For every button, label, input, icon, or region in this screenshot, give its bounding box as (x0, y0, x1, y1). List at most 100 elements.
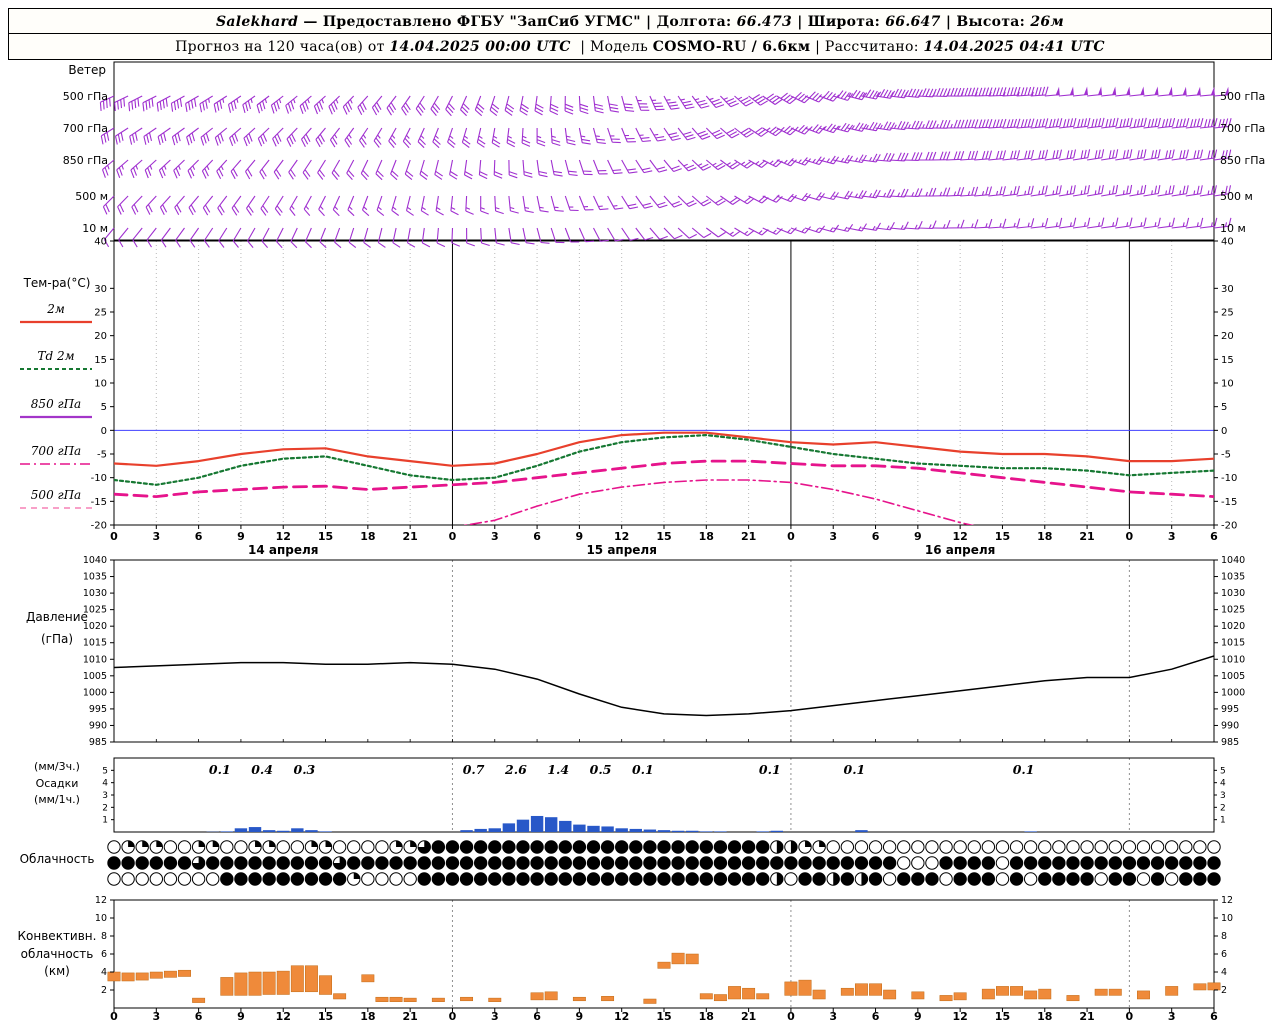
svg-text:21: 21 (1079, 1010, 1094, 1023)
svg-text:40: 40 (94, 237, 107, 248)
calc-time: 14.04.2025 04:41 UTC (923, 38, 1105, 55)
legend-entry-t2m: 2м (8, 303, 104, 326)
svg-text:1035: 1035 (83, 572, 107, 583)
svg-text:18: 18 (1037, 1010, 1052, 1023)
svg-text:3: 3 (491, 1010, 499, 1023)
precip-1h-label: (мм/1ч.) (34, 793, 80, 806)
svg-text:5: 5 (102, 766, 108, 776)
svg-text:2: 2 (102, 803, 108, 813)
svg-text:-5: -5 (1221, 450, 1231, 461)
svg-text:18: 18 (360, 530, 375, 543)
altitude-label: Высота: (956, 13, 1031, 30)
legend-line-sample (20, 463, 92, 465)
svg-text:3: 3 (1168, 1010, 1176, 1023)
svg-text:700 гПа: 700 гПа (63, 122, 108, 135)
svg-text:30: 30 (1221, 284, 1234, 295)
svg-text:1025: 1025 (83, 605, 107, 616)
svg-text:0: 0 (1126, 1010, 1134, 1023)
svg-text:0.3: 0.3 (294, 762, 316, 777)
svg-text:1010: 1010 (1221, 654, 1245, 665)
svg-text:3: 3 (152, 530, 160, 543)
svg-text:25: 25 (94, 308, 107, 319)
svg-text:9: 9 (237, 1010, 245, 1023)
svg-text:9: 9 (914, 1010, 922, 1023)
svg-text:8: 8 (1221, 931, 1227, 942)
svg-text:6: 6 (533, 530, 541, 543)
svg-text:20: 20 (1221, 331, 1234, 342)
svg-text:500 гПа: 500 гПа (1220, 90, 1265, 103)
svg-text:12: 12 (276, 1010, 291, 1023)
svg-text:0: 0 (110, 530, 118, 543)
svg-text:995: 995 (89, 704, 107, 715)
svg-text:25: 25 (1221, 308, 1234, 319)
init-time: 14.04.2025 00:00 UTC (389, 38, 571, 55)
svg-text:500 м: 500 м (1220, 190, 1253, 203)
svg-text:6: 6 (101, 949, 107, 960)
svg-text:1030: 1030 (83, 588, 107, 599)
svg-text:0: 0 (449, 530, 457, 543)
svg-text:4: 4 (1221, 967, 1227, 978)
svg-text:6: 6 (533, 1010, 541, 1023)
legend-label: 850 гПа (30, 397, 82, 411)
legend-entry-t500: 500 гПа (8, 489, 104, 512)
svg-text:6: 6 (1210, 530, 1218, 543)
convective-unit-label: (км) (44, 964, 70, 978)
legend-line-sample (20, 320, 92, 324)
svg-text:0: 0 (449, 1010, 457, 1023)
legend-line-sample (20, 415, 92, 419)
svg-text:3: 3 (102, 791, 108, 801)
svg-text:15: 15 (656, 1010, 671, 1023)
svg-text:10: 10 (1221, 913, 1233, 924)
svg-text:3: 3 (152, 1010, 160, 1023)
svg-text:-20: -20 (1221, 521, 1237, 532)
svg-text:6: 6 (1221, 949, 1227, 960)
svg-text:0: 0 (787, 1010, 795, 1023)
legend-line-sample (20, 368, 92, 370)
svg-text:2: 2 (101, 985, 107, 996)
svg-text:15 апреля: 15 апреля (586, 543, 657, 557)
svg-text:6: 6 (195, 1010, 203, 1023)
svg-text:1: 1 (1220, 816, 1226, 826)
svg-text:9: 9 (914, 530, 922, 543)
svg-text:12: 12 (276, 530, 291, 543)
svg-text:-5: -5 (97, 450, 107, 461)
svg-text:0.5: 0.5 (590, 762, 612, 777)
altitude-value: 26м (1030, 13, 1065, 30)
svg-text:30: 30 (94, 284, 107, 295)
svg-text:1035: 1035 (1221, 572, 1245, 583)
svg-text:21: 21 (1079, 530, 1094, 543)
svg-text:12: 12 (614, 1010, 629, 1023)
longitude-label: Долгота: (656, 13, 737, 30)
pressure-unit-label: (гПа) (40, 632, 74, 646)
svg-text:1030: 1030 (1221, 588, 1245, 599)
svg-text:1015: 1015 (1221, 638, 1245, 649)
svg-text:2: 2 (1220, 803, 1226, 813)
svg-text:12: 12 (614, 530, 629, 543)
svg-text:-10: -10 (91, 473, 107, 484)
svg-text:10: 10 (95, 913, 107, 924)
svg-text:0: 0 (101, 426, 107, 437)
svg-text:-15: -15 (1221, 497, 1237, 508)
svg-text:985: 985 (1221, 737, 1239, 748)
svg-text:15: 15 (318, 1010, 333, 1023)
svg-text:0.1: 0.1 (209, 762, 231, 777)
svg-text:21: 21 (741, 1010, 756, 1023)
svg-text:995: 995 (1221, 704, 1239, 715)
svg-text:0: 0 (1221, 426, 1227, 437)
svg-text:500 м: 500 м (75, 190, 108, 203)
svg-text:985: 985 (89, 737, 107, 748)
svg-text:20: 20 (94, 331, 107, 342)
svg-text:9: 9 (576, 1010, 584, 1023)
svg-text:3: 3 (829, 530, 837, 543)
legend-label: 2м (47, 302, 65, 316)
svg-text:0.7: 0.7 (463, 762, 485, 777)
svg-text:8: 8 (101, 931, 107, 942)
svg-text:0: 0 (1126, 530, 1134, 543)
svg-text:15: 15 (1221, 355, 1234, 366)
svg-text:0.1: 0.1 (1013, 762, 1035, 777)
svg-text:0.4: 0.4 (251, 762, 273, 777)
svg-text:6: 6 (195, 530, 203, 543)
precip-3h-label: (мм/3ч.) (34, 760, 80, 773)
forecast-label: Прогноз на 120 часа(ов) от (175, 38, 390, 55)
legend-label: Td 2м (37, 349, 75, 363)
